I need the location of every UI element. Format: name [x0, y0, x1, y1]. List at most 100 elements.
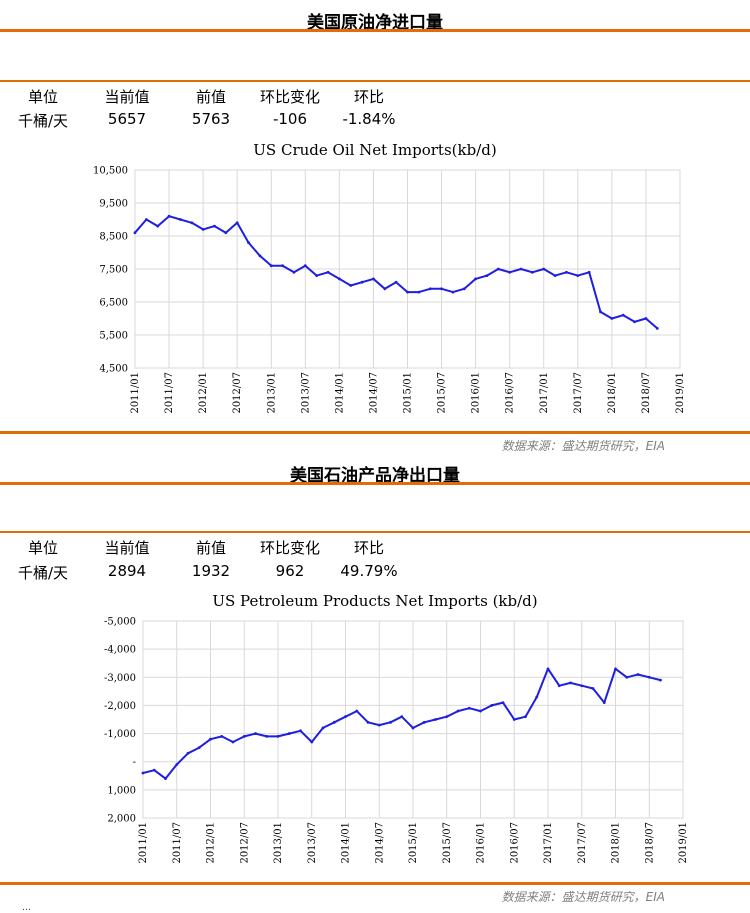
section-2-stats-rule [0, 531, 750, 533]
chart-2-xtick-label: 2014/07 [374, 822, 385, 864]
chart-1-data-point [587, 270, 591, 274]
chart-1-data-point [360, 280, 364, 284]
stat-value-change: -106 [272, 110, 308, 128]
chart-1-data-point [190, 221, 194, 225]
chart-1-data-point [383, 287, 387, 291]
chart-1-data-point [451, 290, 455, 294]
chart-1-data-point [440, 287, 443, 291]
chart-2-data-point [636, 673, 640, 676]
chart-1-xtick-label: 2017/01 [539, 372, 550, 414]
chart-2-data-point [602, 701, 606, 705]
chart-1-data-point [133, 231, 137, 235]
stat-header-change: 环比变化 [259, 539, 320, 557]
chart-2-data-point [434, 718, 437, 721]
chart-2-xtick-label: 2017/07 [577, 822, 588, 864]
stat-value-unit: 千桶/天 [17, 564, 69, 582]
chart-2-data-point [490, 704, 494, 707]
chart-1-data-point [576, 274, 580, 277]
section-2-source: 数据来源：盛达期货研究，EIA [501, 890, 665, 904]
chart-1-data-point [406, 290, 409, 294]
chart-1-data-point [167, 214, 171, 218]
chart-1-data-point [508, 270, 512, 274]
chart-1-data-point [394, 280, 398, 284]
chart-1-series-line [134, 215, 658, 330]
chart-2-ytick-label: -5,000 [104, 617, 136, 628]
chart-1-xtick-label: 2015/07 [437, 372, 448, 414]
chart-1-xtick-label: 2011/07 [164, 372, 175, 414]
chart-2-data-point [175, 763, 179, 766]
chart-2-data-point [242, 734, 246, 738]
chart-1-data-point [303, 264, 307, 268]
stat-header-previous: 前值 [195, 88, 226, 106]
chart-2-data-point [445, 715, 449, 719]
chart-2-data-point [422, 720, 426, 724]
chart-2-data-point [265, 734, 269, 738]
chart-1-data-point [201, 228, 205, 231]
chart-1-xtick-label: 2013/01 [266, 372, 277, 414]
chart-2-ytick-label: -2,000 [104, 701, 136, 712]
chart-1-xtick-label: 2012/01 [198, 372, 209, 414]
chart-2-data-point [366, 720, 370, 724]
chart-1-xtick-label: 2011/01 [130, 372, 141, 414]
chart-2-ytick-label: -1,000 [104, 729, 136, 740]
stat-header-unit: 单位 [27, 88, 58, 106]
chart-2-data-point [276, 734, 280, 738]
stat-value-previous: 5763 [191, 110, 231, 128]
chart-2-xtick-label: 2013/07 [307, 822, 318, 864]
section-1-top-rule [0, 29, 750, 32]
section-1-stats-rule [0, 80, 750, 82]
chart-1-data-point [428, 287, 432, 291]
chart-2-xtick-label: 2015/07 [442, 822, 453, 864]
chart-2-ytick-label: -4,000 [104, 645, 136, 656]
chart-2-xtick-label: 2013/01 [273, 822, 284, 864]
chart-1-data-point [417, 290, 421, 294]
chart-1-data-point [281, 264, 285, 268]
stat-value-change: 962 [275, 562, 305, 580]
chart-1-data-point [258, 254, 262, 258]
chart-1-data-point [213, 224, 216, 228]
chart-1-data-point [655, 327, 659, 330]
chart-2-data-point [299, 729, 302, 733]
chart-1-xtick-label: 2013/07 [300, 372, 311, 414]
chart-2-data-point [546, 667, 550, 671]
chart-2-xtick-label: 2012/07 [239, 822, 250, 864]
chart-1-data-point [530, 270, 534, 274]
stat-value-pct: -1.84% [342, 110, 396, 128]
chart-1-data-point [235, 221, 239, 225]
stat-value-pct: 49.79% [340, 562, 398, 580]
chart-1-xtick-label: 2014/01 [334, 372, 345, 414]
chart-2-ytick-label: -3,000 [104, 673, 136, 684]
chart-2-data-point [591, 687, 595, 690]
chart-2-xtick-label: 2014/01 [341, 822, 352, 864]
chart-2-data-point [186, 751, 190, 755]
chart-1-data-point [372, 277, 375, 281]
chart-1-data-point [337, 277, 341, 281]
section-2-top-rule [0, 482, 750, 485]
chart-1-title: US Crude Oil Net Imports(kb/d) [253, 141, 497, 159]
chart-1-data-point [565, 270, 568, 274]
chart-2-data-point [310, 740, 314, 744]
chart-1-data-point [485, 274, 489, 277]
chart-2-data-point [479, 709, 482, 713]
chart-2-data-point [287, 732, 291, 735]
chart-2-data-point [467, 706, 471, 710]
stat-header-pct: 环比 [353, 88, 384, 106]
section-1-bottom-rule [0, 431, 750, 434]
chart-2-data-point [659, 678, 662, 682]
chart-1-xtick-label: 2012/07 [232, 372, 243, 414]
chart-2-data-point [220, 734, 224, 738]
section-2-title: 美国石油产品净出口量 [290, 466, 460, 486]
chart-2-data-point [332, 720, 336, 724]
chart-2-data-point [209, 737, 212, 741]
chart-1-xtick-label: 2015/01 [403, 372, 414, 414]
chart-1-ytick-label: 6,500 [99, 298, 128, 309]
chart-1-data-point [621, 313, 625, 317]
chart-2-data-point [647, 675, 651, 679]
chart-2-data-point [164, 777, 167, 780]
chart-1-xtick-label: 2019/01 [675, 372, 686, 414]
chart-2-data-point [355, 709, 359, 713]
chart-1-data-point [542, 267, 546, 271]
chart-2-xtick-label: 2018/01 [611, 822, 622, 864]
chart-1-ytick-label: 7,500 [99, 265, 128, 276]
stat-value-unit: 千桶/天 [17, 112, 69, 130]
